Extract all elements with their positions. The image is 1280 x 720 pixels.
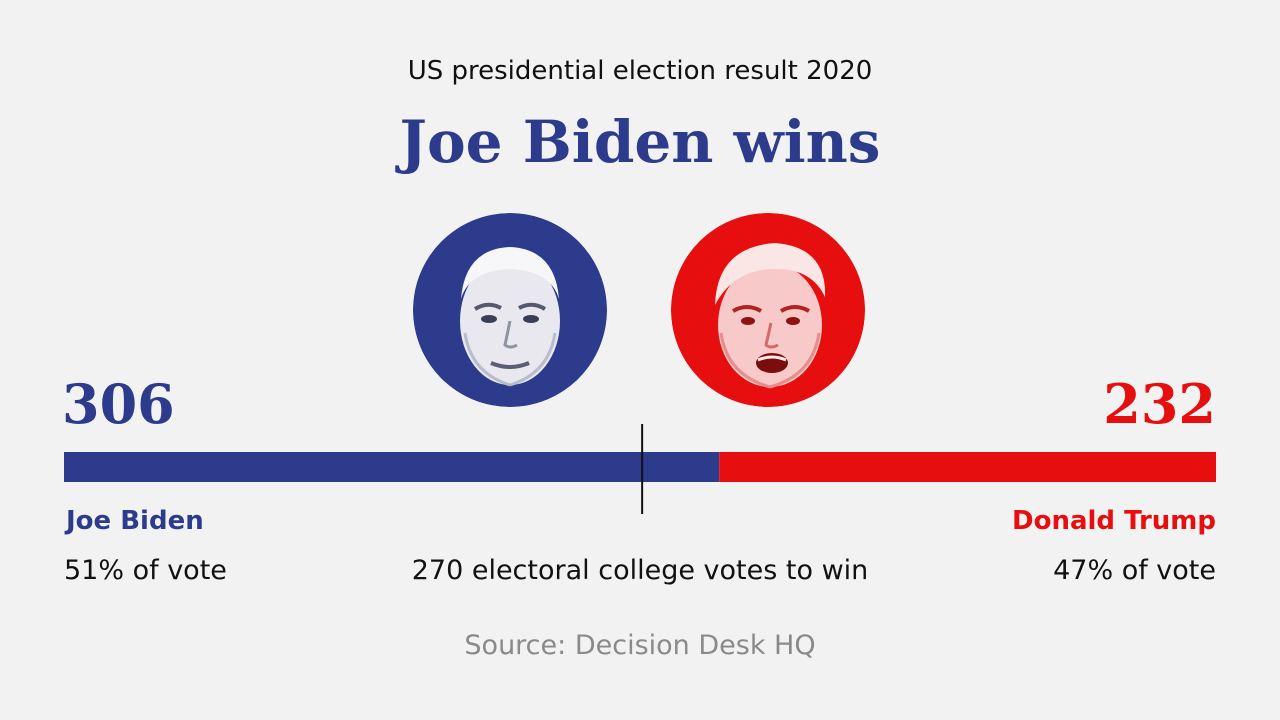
subtitle: US presidential election result 2020 (407, 56, 873, 86)
trump-vote-share: 47% of vote (1053, 555, 1216, 586)
trump-electoral-count: 232 (1103, 372, 1216, 436)
trump-portrait-icon (671, 213, 865, 407)
threshold-label: 270 electoral college votes to win (411, 555, 869, 586)
source-note: Source: Decision Desk HQ (464, 630, 816, 661)
headline: Joe Biden wins (399, 108, 881, 176)
bar-trump (719, 452, 1216, 482)
biden-portrait-icon (413, 213, 607, 407)
biden-electoral-count: 306 (62, 372, 175, 436)
biden-name-label: Joe Biden (66, 506, 204, 536)
biden-vote-share: 51% of vote (64, 555, 227, 586)
trump-name-label: Donald Trump (1012, 506, 1216, 536)
bar-biden (64, 452, 720, 482)
